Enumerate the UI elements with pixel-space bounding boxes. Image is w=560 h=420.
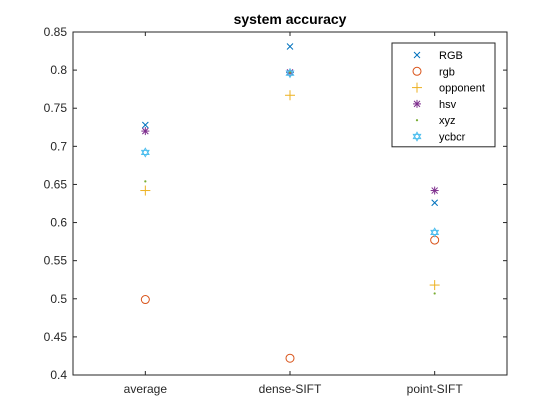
legend-box (391, 42, 496, 148)
legend: RGB rgb opponent hsv xyz ycbcr (391, 42, 496, 148)
data-point-xyz (144, 180, 147, 183)
y-tick-label: 0.4 (50, 368, 67, 382)
legend-marker-rgb (413, 51, 421, 59)
legend-marker-ycbcr (412, 131, 422, 142)
chart-title: system accuracy (234, 11, 347, 27)
data-point-rgb (285, 353, 295, 363)
data-point-hsv (430, 186, 439, 195)
x-tick-label: point-SIFT (407, 382, 464, 396)
x-tick-label: dense-SIFT (259, 382, 322, 396)
x-tick-label: average (124, 382, 168, 396)
data-point-ycbcr (140, 147, 150, 158)
legend-label: hsv (439, 99, 457, 111)
y-tick-label: 0.55 (44, 254, 68, 268)
x-axis: average dense-SIFT point-SIFT (124, 32, 464, 396)
data-point-ycbcr (430, 227, 440, 238)
y-tick-label: 0.5 (50, 292, 67, 306)
legend-marker-xyz (415, 119, 419, 122)
legend-label: xyz (439, 115, 456, 127)
data-point-ycbcr (285, 67, 295, 79)
data-point-opponent (140, 185, 151, 196)
data-point-rgb (140, 295, 150, 305)
y-tick-label: 0.75 (44, 101, 68, 115)
legend-marker-rgb (412, 66, 422, 76)
legend-marker-hsv (413, 99, 421, 108)
data-point-opponent (429, 280, 440, 291)
y-tick-label: 0.65 (44, 177, 68, 191)
legend-label: rgb (439, 66, 455, 78)
y-axis: 0.4 0.45 0.5 0.55 0.6 0.65 0.7 0.75 0.8 0.85 (44, 25, 507, 382)
legend-label: ycbcr (439, 132, 466, 144)
data-point-rgb (141, 121, 149, 129)
y-tick-label: 0.45 (44, 330, 68, 344)
data-point-xyz (288, 71, 292, 74)
y-tick-label: 0.6 (50, 216, 67, 230)
data-point-opponent (285, 90, 295, 101)
legend-label: opponent (439, 83, 485, 95)
y-tick-label: 0.7 (50, 139, 67, 153)
y-tick-label: 0.8 (50, 63, 67, 77)
data-point-xyz (433, 292, 436, 295)
legend-marker-opponent (412, 82, 422, 93)
y-tick-label: 0.85 (44, 25, 68, 39)
legend-label: RGB (439, 50, 463, 62)
data-markers (140, 43, 440, 363)
data-point-rgb (431, 199, 439, 207)
data-point-rgb (286, 43, 294, 50)
data-point-hsv (141, 127, 150, 136)
